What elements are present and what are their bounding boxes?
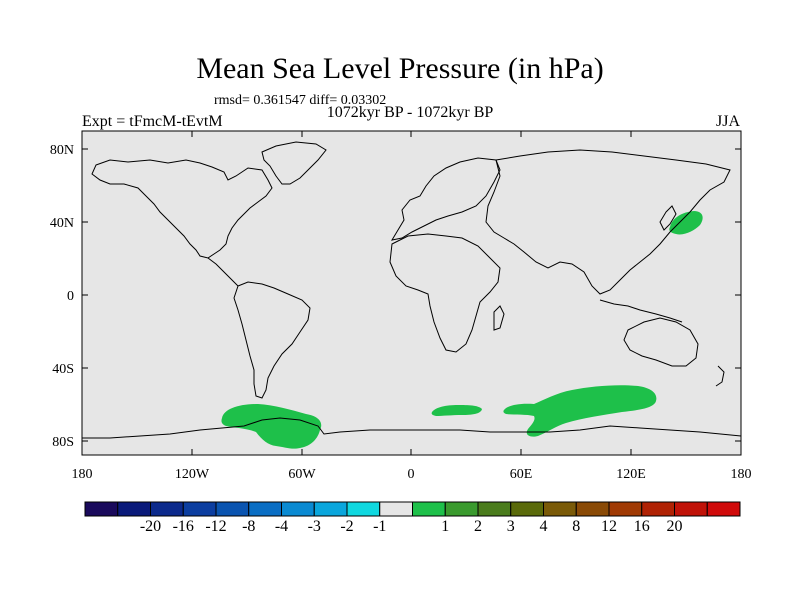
rmsd-diff-stats: rmsd= 0.361547 diff= 0.03302 (214, 93, 387, 108)
colorbar-swatch-13 (510, 501, 544, 517)
colorbar-swatch-15 (575, 501, 610, 517)
coastline-greenland (261, 141, 327, 185)
coastline-antarctica (82, 417, 742, 439)
colorbar-swatch-4 (215, 501, 250, 517)
lat-label-80n: 80N (50, 143, 74, 158)
lon-ticks (191, 131, 632, 455)
colorbar-label-4: -4 (274, 518, 289, 535)
colorbar-label-6: -2 (340, 518, 354, 535)
colorbar-swatch-19 (706, 501, 741, 517)
lon-label-120e: 120E (616, 467, 646, 482)
colorbar-label-10: 3 (506, 518, 515, 535)
colorbar-label-2: -12 (205, 518, 227, 535)
colorbar (84, 501, 741, 517)
coastline-new-zealand (715, 365, 725, 387)
colorbar-swatch-1 (117, 501, 151, 517)
lon-label-60e: 60E (510, 467, 533, 482)
colorbar-swatch-2 (150, 501, 184, 517)
lon-label-0: 0 (408, 467, 415, 482)
lon-label-120w: 120W (175, 467, 210, 482)
chart-title: Mean Sea Level Pressure (in hPa) (196, 52, 604, 85)
colorbar-swatch-14 (543, 501, 577, 517)
colorbar-label-11: 4 (539, 518, 548, 535)
coastline-maritime-asia (599, 299, 683, 323)
colorbar-label-14: 16 (633, 518, 650, 535)
coastline-australia (623, 317, 699, 367)
colorbar-swatch-9 (379, 501, 413, 517)
colorbar-swatch-17 (641, 501, 675, 517)
colorbar-swatch-7 (313, 501, 348, 517)
lat-ticks (82, 148, 741, 442)
coastline-madagascar (493, 305, 505, 331)
anomaly-fills (221, 211, 703, 449)
colorbar-swatch-11 (444, 501, 479, 517)
lat-label-40s: 40S (52, 362, 74, 377)
coastline-north-america (91, 159, 273, 259)
coastlines (82, 141, 742, 439)
colorbar-label-1: -16 (172, 518, 194, 535)
lon-label-180w: 180 (72, 467, 93, 482)
lon-label-60w: 60W (288, 467, 316, 482)
colorbar-label-8: 1 (441, 518, 450, 535)
experiment-label: Expt = tFmcM-tEvtM (82, 113, 223, 130)
colorbar-swatch-12 (477, 501, 512, 517)
colorbar-swatch-16 (608, 501, 643, 517)
season-label: JJA (716, 113, 741, 130)
colorbar-swatch-3 (182, 501, 217, 517)
colorbar-swatch-0 (84, 501, 119, 517)
coastline-japan (659, 205, 677, 231)
lon-label-180e: 180 (731, 467, 752, 482)
colorbar-swatch-10 (412, 501, 446, 517)
colorbar-swatch-18 (674, 501, 708, 517)
coastline-asia (485, 149, 731, 295)
colorbar-label-9: 2 (474, 518, 482, 535)
anomaly-region-south-atlantic (431, 405, 482, 416)
colorbar-label-13: 12 (601, 518, 617, 535)
anomaly-region-pacific-sector (221, 404, 322, 449)
colorbar-label-5: -3 (307, 518, 321, 535)
coastline-central-america (207, 257, 239, 287)
colorbar-label-7: -1 (373, 518, 387, 535)
colorbar-swatch-6 (281, 501, 315, 517)
coastline-south-america (233, 281, 311, 399)
lat-label-80s: 80S (52, 435, 74, 450)
coastline-africa (389, 233, 501, 353)
anomaly-region-japan (669, 211, 703, 235)
colorbar-swatch-8 (346, 501, 381, 517)
colorbar-label-15: 20 (666, 518, 683, 535)
colorbar-label-12: 8 (572, 518, 581, 535)
colorbar-swatch-5 (248, 501, 282, 517)
chart-subtitle: 1072kyr BP - 1072kyr BP (326, 104, 494, 121)
colorbar-label-0: -20 (139, 518, 162, 535)
colorbar-label-3: -8 (242, 518, 256, 535)
lat-label-0: 0 (67, 289, 74, 304)
lat-label-40n: 40N (50, 216, 74, 231)
anomaly-region-indian-sector (503, 385, 657, 437)
